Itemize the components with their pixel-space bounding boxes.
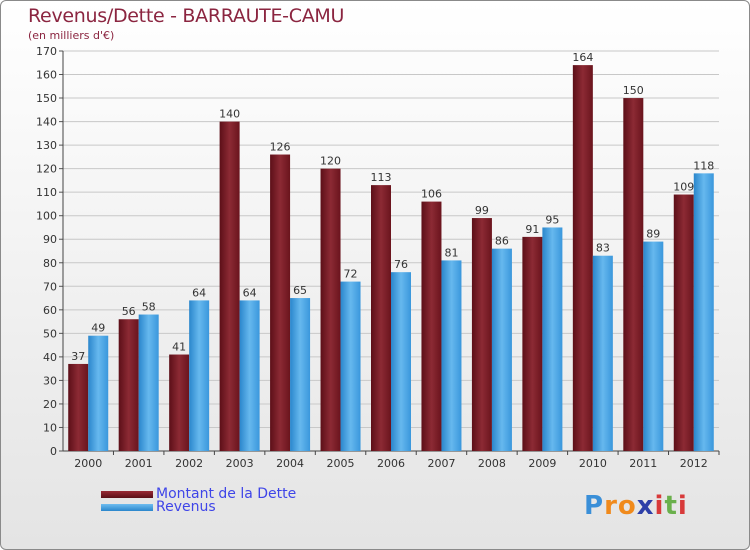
chart-subtitle: (en milliers d'€) <box>28 29 115 42</box>
x-tick-label: 2005 <box>327 457 355 470</box>
x-tick-label: 2009 <box>528 457 556 470</box>
data-label-revenus: 49 <box>91 322 105 335</box>
bar-dette <box>371 185 391 451</box>
x-tick-label: 2012 <box>680 457 708 470</box>
bar-dette <box>522 236 543 451</box>
legend-swatch-revenus <box>101 504 153 511</box>
bar-revenus <box>693 173 714 451</box>
data-label-dette: 164 <box>572 51 593 64</box>
y-tick-label: 90 <box>43 233 57 246</box>
logo-letter: r <box>604 491 618 521</box>
logo-letter: P <box>584 491 605 521</box>
bar-dette <box>572 65 593 451</box>
data-label-dette: 91 <box>525 223 539 236</box>
bar-revenus <box>88 335 109 451</box>
data-label-dette: 109 <box>673 181 694 194</box>
x-tick-label: 2007 <box>427 457 455 470</box>
bar-revenus <box>189 300 210 451</box>
y-tick-label: 70 <box>43 280 57 293</box>
data-label-dette: 120 <box>320 155 341 168</box>
logo-letter: o <box>617 491 637 521</box>
proxiti-logo: Proxiti <box>584 491 688 521</box>
y-tick-label: 110 <box>36 186 57 199</box>
y-tick-label: 10 <box>43 421 57 434</box>
data-label-revenus: 64 <box>243 286 257 299</box>
data-label-revenus: 65 <box>293 284 307 297</box>
data-label-revenus: 72 <box>344 268 358 281</box>
legend-swatch-dette <box>101 491 153 498</box>
bar-revenus <box>441 260 462 451</box>
data-label-dette: 56 <box>122 305 136 318</box>
y-tick-label: 100 <box>36 210 57 223</box>
data-label-revenus: 89 <box>646 228 660 241</box>
x-tick-label: 2010 <box>579 457 607 470</box>
bar-revenus <box>239 300 260 451</box>
bar-dette <box>118 319 139 451</box>
data-label-dette: 150 <box>623 84 644 97</box>
data-label-dette: 99 <box>475 204 489 217</box>
bar-revenus <box>491 248 512 451</box>
bar-revenus <box>542 227 563 451</box>
data-label-revenus: 81 <box>444 246 458 259</box>
bar-dette <box>169 354 190 451</box>
y-tick-label: 160 <box>36 69 57 82</box>
bar-dette <box>421 201 442 451</box>
x-tick-label: 2003 <box>226 457 254 470</box>
x-tick-label: 2008 <box>478 457 506 470</box>
bar-revenus <box>340 281 361 451</box>
x-tick-label: 2002 <box>175 457 203 470</box>
chart-title: Revenus/Dette - BARRAUTE-CAMU <box>28 5 345 27</box>
y-tick-label: 150 <box>36 92 57 105</box>
y-tick-label: 170 <box>36 45 57 58</box>
bar-dette <box>623 98 644 451</box>
data-label-revenus: 95 <box>545 213 559 226</box>
bar-dette <box>219 121 240 452</box>
data-label-revenus: 118 <box>693 159 714 172</box>
y-tick-label: 40 <box>43 351 57 364</box>
x-tick-label: 2011 <box>629 457 657 470</box>
y-tick-label: 80 <box>43 257 57 270</box>
y-tick-label: 120 <box>36 163 57 176</box>
data-label-revenus: 64 <box>192 286 206 299</box>
data-label-revenus: 58 <box>142 301 156 314</box>
data-label-revenus: 86 <box>495 235 509 248</box>
bar-revenus <box>592 255 613 451</box>
data-label-dette: 41 <box>172 341 186 354</box>
bar-dette <box>68 363 89 451</box>
x-tick-label: 2001 <box>125 457 153 470</box>
bar-revenus <box>290 298 311 451</box>
data-label-revenus: 76 <box>394 258 408 271</box>
logo-letter: t <box>664 491 678 521</box>
y-tick-label: 30 <box>43 374 57 387</box>
bar-dette <box>471 218 492 451</box>
data-label-dette: 113 <box>371 171 392 184</box>
bar-dette <box>320 168 341 451</box>
data-label-dette: 106 <box>421 188 442 201</box>
data-label-dette: 126 <box>270 141 291 154</box>
legend-label-dette: Montant de la Dette <box>156 486 297 502</box>
x-tick-label: 2004 <box>276 457 304 470</box>
legend-label-revenus: Revenus <box>156 499 216 515</box>
logo-letter: x <box>636 491 655 521</box>
data-label-dette: 37 <box>71 350 85 363</box>
bar-dette <box>673 194 694 451</box>
data-label-revenus: 83 <box>596 242 610 255</box>
y-tick-label: 0 <box>50 445 57 458</box>
y-tick-label: 20 <box>43 398 57 411</box>
y-tick-label: 140 <box>36 116 57 129</box>
bar-revenus <box>391 272 411 451</box>
bar-dette <box>270 154 291 451</box>
x-tick-label: 2006 <box>377 457 405 470</box>
y-tick-label: 130 <box>36 139 57 152</box>
x-tick-label: 2000 <box>74 457 102 470</box>
y-tick-label: 60 <box>43 304 57 317</box>
bar-revenus <box>643 241 664 451</box>
bar-revenus <box>138 314 159 451</box>
logo-letter: i <box>677 491 688 521</box>
logo-letter: i <box>654 491 665 521</box>
y-tick-label: 50 <box>43 327 57 340</box>
data-label-dette: 140 <box>219 108 240 121</box>
